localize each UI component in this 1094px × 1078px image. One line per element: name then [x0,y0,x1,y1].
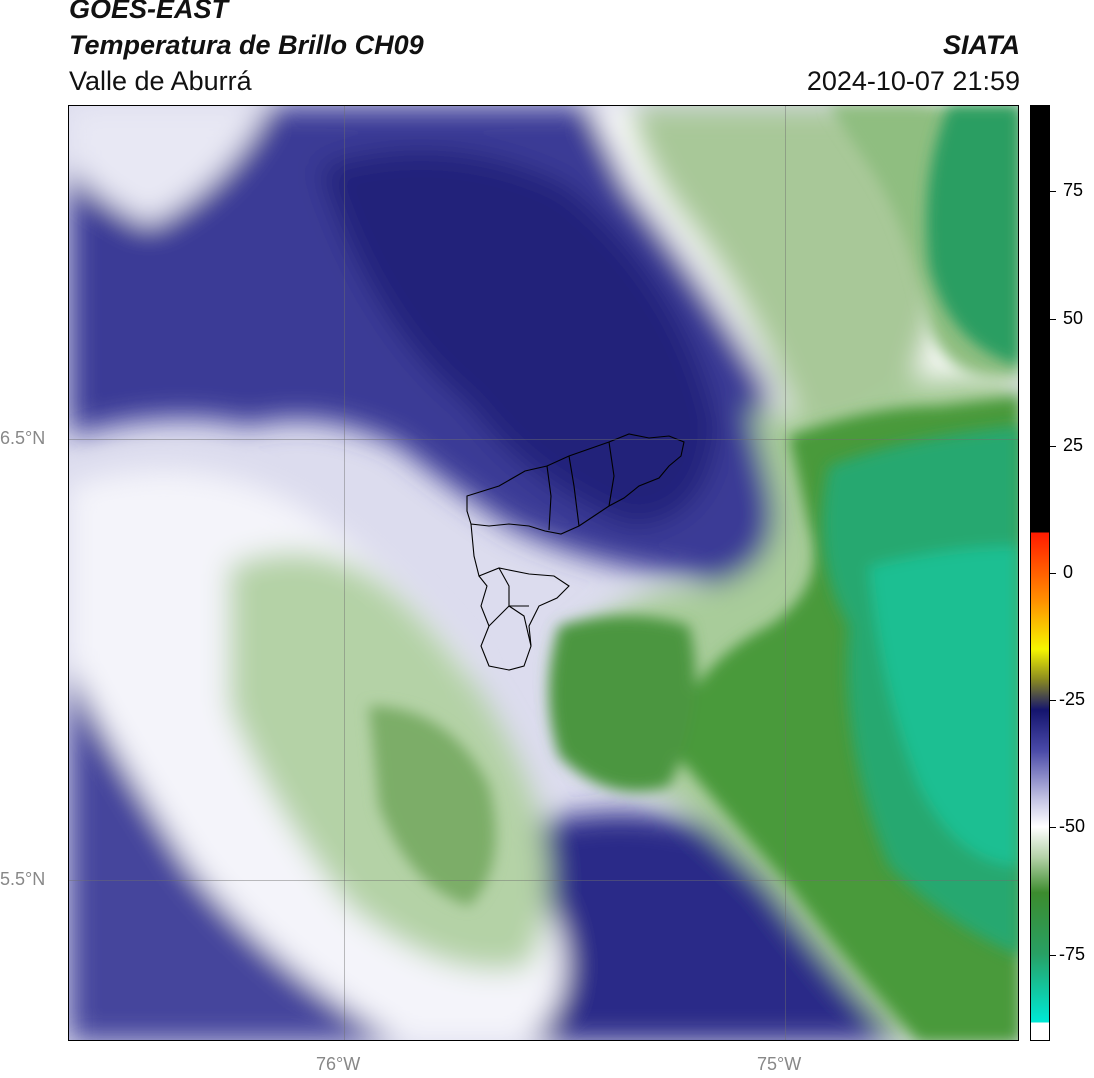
colorbar-tick [1050,827,1056,829]
datetime-label: 2024-10-07 21:59 [806,66,1020,96]
municipal-boundaries [466,433,685,671]
colorbar-tick-label: 25 [1063,434,1084,455]
satellite-field [69,106,1018,1040]
lat-label-2: 5.5°N [0,869,46,889]
agency-label: SIATA [943,30,1020,60]
lon-label-2: 75°W [757,1054,802,1074]
gridline-lat-1 [69,439,1018,440]
colorbar-tick-label: 75 [1063,180,1084,201]
colorbar-tick-label: -75 [1059,943,1086,964]
satellite-title: GOES-EAST [69,0,229,24]
gridline-lon-1 [344,106,345,1040]
colorbar-tick [1050,318,1056,320]
colorbar-tick [1050,445,1056,447]
colorbar-tick [1050,573,1056,574]
colorbar-tick [1050,700,1056,702]
colorbar-tick-label: -25 [1059,689,1086,710]
colorbar-tick-label: -50 [1059,816,1086,837]
temperature-colorbar [1030,105,1050,1041]
region-label: Valle de Aburrá [69,66,252,96]
gridline-lat-2 [69,880,1018,881]
lat-label-1: 6.5°N [0,428,46,448]
colorbar-tick [1050,954,1056,956]
brightness-temperature-map [68,105,1019,1041]
colorbar-tick-label: 0 [1063,562,1074,582]
colorbar-tick-label: 50 [1063,307,1084,328]
gridline-lon-2 [785,106,786,1040]
product-title: Temperatura de Brillo CH09 [69,30,424,60]
colorbar-tick [1050,191,1056,193]
lon-label-1: 76°W [316,1054,361,1074]
